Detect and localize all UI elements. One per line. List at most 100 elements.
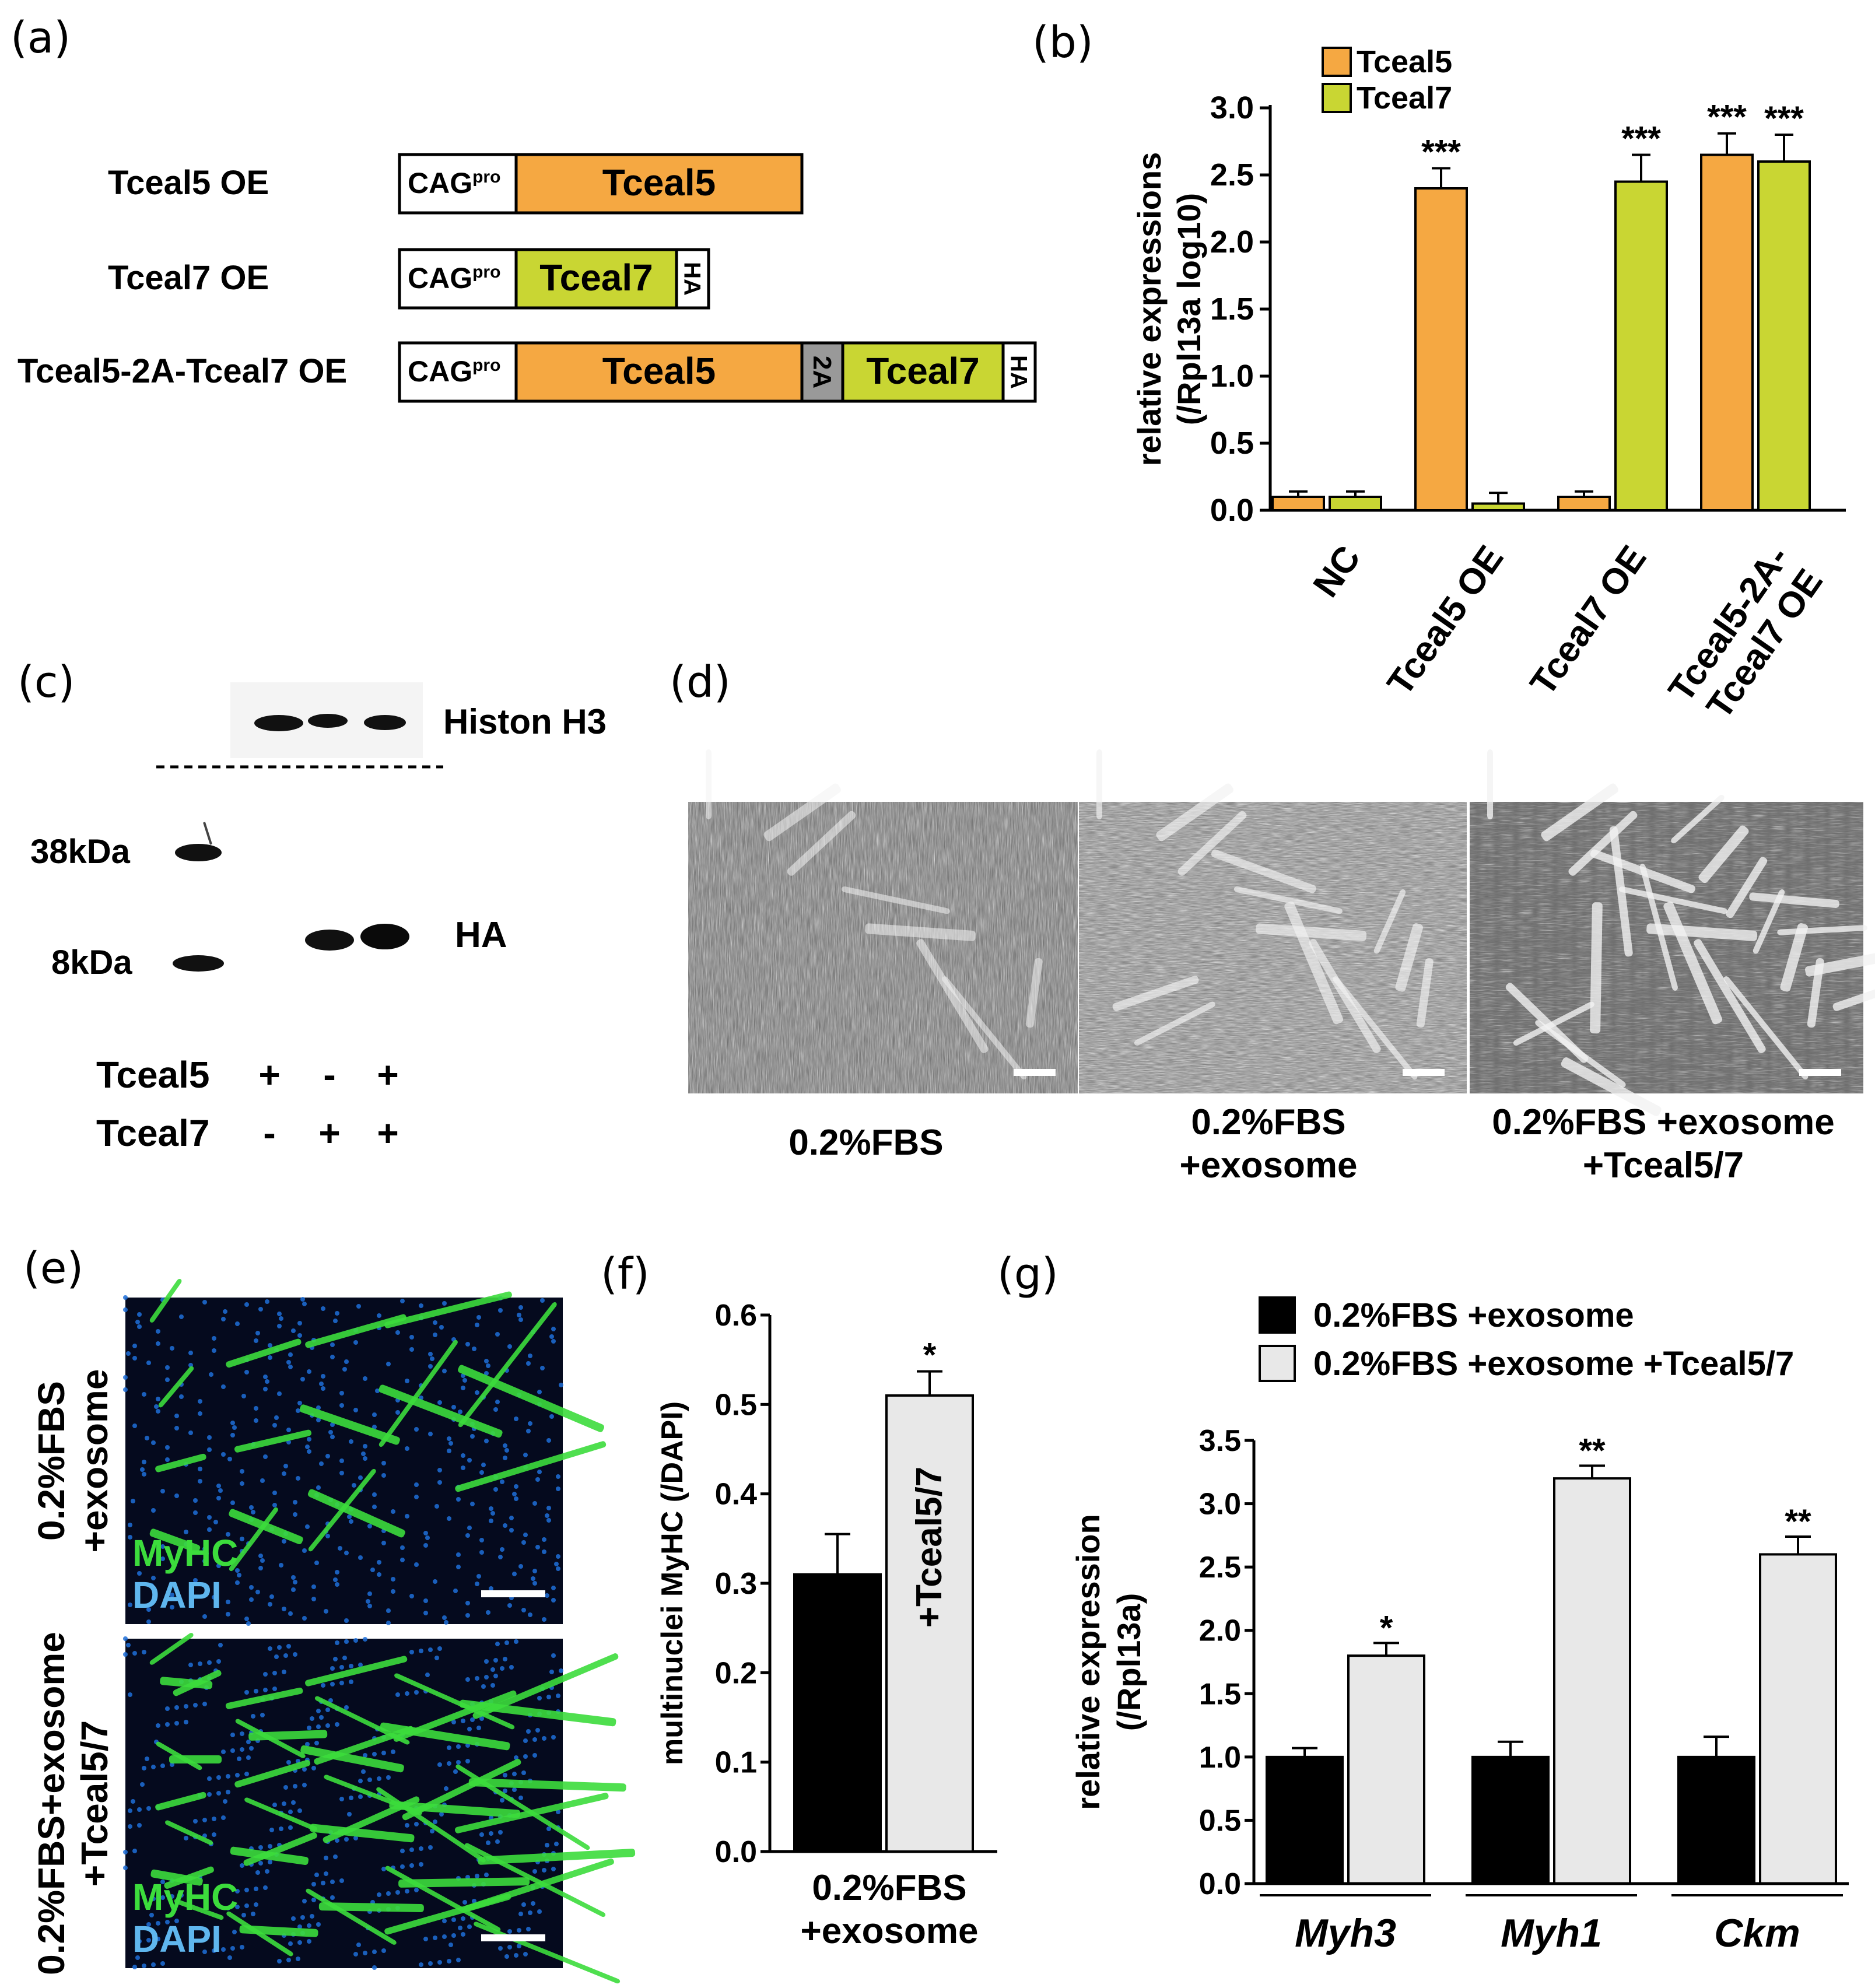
myhc-fiber: [169, 1755, 222, 1763]
nucleus-dot: [316, 1724, 321, 1729]
nucleus-dot: [489, 1831, 493, 1836]
nucleus-dot: [391, 1589, 395, 1594]
nucleus-dot: [395, 1890, 400, 1895]
nucleus-dot: [244, 1888, 249, 1892]
ha-label: HA: [455, 915, 507, 955]
y-tick-label: 1.0: [1199, 1741, 1241, 1775]
nucleus-dot: [314, 1741, 319, 1745]
nucleus-dot: [307, 1923, 311, 1928]
nucleus-dot: [146, 1619, 151, 1624]
nucleus-dot: [223, 1799, 227, 1804]
nucleus-dot: [156, 1921, 160, 1926]
nucleus-dot: [268, 1844, 272, 1849]
nucleus-dot: [179, 1394, 184, 1399]
nucleus-dot: [523, 1533, 528, 1537]
nucleus-dot: [282, 1539, 286, 1544]
histone-band-1: [254, 715, 303, 731]
nucleus-dot: [291, 1587, 296, 1592]
nucleus-dot: [490, 1683, 495, 1688]
condition-label-line: 0.2%FBS: [30, 1381, 72, 1541]
nucleus-dot: [277, 1324, 282, 1328]
nucleus-dot: [489, 1586, 493, 1591]
nucleus-dot: [288, 1611, 293, 1616]
nucleus-dot: [465, 1533, 470, 1538]
nucleus-dot: [226, 1532, 230, 1537]
nucleus-dot: [456, 1744, 461, 1749]
nucleus-dot: [467, 1727, 472, 1731]
nucleus-dot: [193, 1703, 198, 1707]
nucleus-dot: [344, 1705, 349, 1710]
nucleus-dot: [249, 1597, 254, 1602]
nucleus-dot: [268, 1343, 272, 1348]
nucleus-dot: [370, 1568, 375, 1572]
nucleus-dot: [549, 1414, 554, 1419]
nucleus-dot: [503, 1443, 507, 1448]
nucleus-dot: [458, 1410, 462, 1414]
marker-label-38: 38kDa: [30, 833, 131, 871]
nucleus-dot: [193, 1578, 198, 1583]
nucleus-dot: [381, 1948, 386, 1953]
nucleus-dot: [170, 1346, 174, 1351]
nucleus-dot: [532, 1581, 537, 1586]
nucleus-dot: [498, 1555, 503, 1559]
nucleus-dot: [335, 1311, 339, 1316]
nucleus-dot: [291, 1800, 296, 1805]
nucleus-dot: [123, 1652, 128, 1657]
y-tick-label: 3.0: [1210, 90, 1254, 125]
nucleus-dot: [241, 1394, 246, 1398]
nucleus-dot: [316, 1709, 321, 1713]
nucleus-dot: [311, 1597, 316, 1601]
nucleus-dot: [367, 1524, 372, 1528]
nucleus-dot: [500, 1479, 504, 1484]
nucleus-dot: [545, 1843, 549, 1847]
nucleus-dot: [282, 1607, 286, 1611]
myhc-fiber: [468, 1778, 626, 1792]
nucleus-dot: [512, 1772, 517, 1776]
nucleus-dot: [207, 1527, 212, 1532]
promoter-label: CAGpro: [408, 167, 500, 199]
panel-g-label: (g): [997, 1249, 1059, 1299]
nucleus-dot: [255, 1870, 260, 1875]
nucleus-dot: [235, 1905, 240, 1909]
nucleus-dot: [556, 1810, 560, 1814]
nucleus-dot: [131, 1799, 135, 1804]
nucleus-dot: [305, 1444, 310, 1449]
nucleus-dot: [465, 1677, 470, 1682]
nucleus-dot: [293, 1784, 297, 1789]
lane-sign: -: [323, 1054, 335, 1096]
marker-smear: [203, 822, 212, 845]
nucleus-dot: [132, 1423, 137, 1428]
nucleus-dot: [467, 1526, 472, 1530]
nucleus-dot: [470, 1502, 475, 1506]
stain-label-myhc: MyHC: [132, 1876, 238, 1918]
nucleus-dot: [244, 1617, 249, 1621]
nucleus-dot: [419, 1962, 423, 1967]
scale-bar: [481, 1934, 545, 1941]
myotube-streak: [1663, 901, 1723, 1025]
micrograph-caption-line: 0.2%FBS +exosome: [1492, 1102, 1835, 1142]
nucleus-dot: [428, 1845, 433, 1850]
nucleus-dot: [149, 1913, 154, 1917]
nucleus-dot: [472, 1347, 476, 1351]
myhc-fiber: [478, 1849, 636, 1865]
nucleus-dot: [140, 1467, 145, 1472]
myotube-streak: [1284, 901, 1344, 1025]
nucleus-dot: [265, 1299, 269, 1304]
nucleus-dot: [514, 1496, 518, 1501]
nucleus-dot: [442, 1615, 447, 1620]
nucleus-dot: [123, 1636, 128, 1641]
nucleus-dot: [489, 1506, 493, 1511]
myhc-fiber: [310, 1824, 415, 1843]
category-label-line: NC: [1306, 538, 1369, 604]
myotube-streak: [1395, 923, 1423, 992]
nucleus-dot: [170, 1894, 174, 1899]
nucleus-dot: [193, 1498, 198, 1503]
nucleus-dot: [461, 1916, 465, 1921]
myhc-fiber: [173, 1670, 222, 1696]
nucleus-dot: [493, 1674, 498, 1678]
nucleus-dot: [286, 1360, 291, 1365]
nucleus-dot: [254, 1689, 258, 1694]
promoter-box: [398, 153, 518, 215]
nucleus-dot: [330, 1435, 335, 1439]
